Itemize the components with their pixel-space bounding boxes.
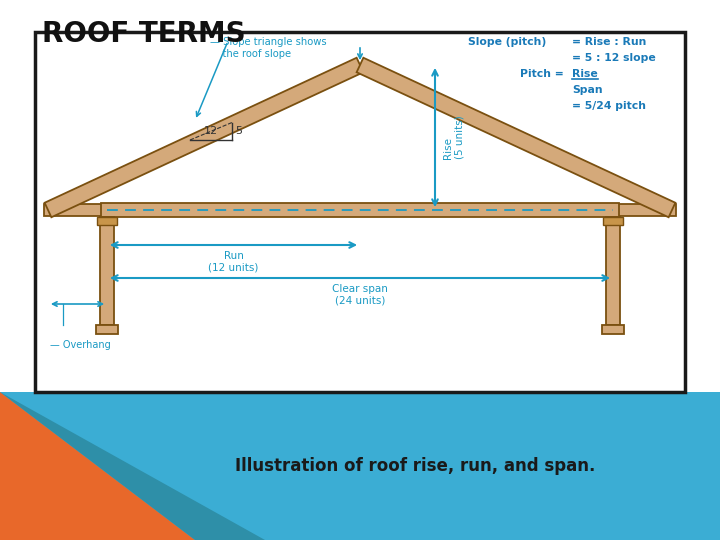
Text: = 5/24 pitch: = 5/24 pitch xyxy=(572,101,646,111)
Bar xyxy=(96,325,118,334)
Bar xyxy=(44,204,113,216)
Text: Span: Span xyxy=(572,85,603,95)
Text: Clear span
(24 units): Clear span (24 units) xyxy=(332,284,388,306)
Polygon shape xyxy=(0,392,265,540)
Bar xyxy=(97,217,117,225)
Text: = 5 : 12 slope: = 5 : 12 slope xyxy=(572,53,656,63)
Polygon shape xyxy=(0,392,195,540)
Polygon shape xyxy=(356,58,675,217)
Text: — Overhang: — Overhang xyxy=(50,340,111,350)
Bar xyxy=(607,204,676,216)
Text: 12: 12 xyxy=(204,126,218,136)
Text: Run
(12 units): Run (12 units) xyxy=(208,251,258,273)
Bar xyxy=(101,203,619,217)
Text: Illustration of roof rise, run, and span.: Illustration of roof rise, run, and span… xyxy=(235,457,595,475)
Text: Rise
(5 units): Rise (5 units) xyxy=(443,116,464,159)
Polygon shape xyxy=(45,58,364,217)
Bar xyxy=(602,325,624,334)
Bar xyxy=(603,217,623,225)
Bar xyxy=(0,392,720,540)
Text: Rise: Rise xyxy=(572,69,598,79)
Bar xyxy=(100,217,114,325)
Text: 5: 5 xyxy=(235,126,242,136)
Text: = Rise : Run: = Rise : Run xyxy=(572,37,647,47)
Text: — Slope triangle shows
    the roof slope: — Slope triangle shows the roof slope xyxy=(210,37,327,59)
Bar xyxy=(35,32,685,392)
Text: Pitch =: Pitch = xyxy=(520,69,564,79)
Text: Slope (pitch): Slope (pitch) xyxy=(468,37,546,47)
Text: ROOF TERMS: ROOF TERMS xyxy=(42,20,246,48)
Bar xyxy=(606,217,620,325)
